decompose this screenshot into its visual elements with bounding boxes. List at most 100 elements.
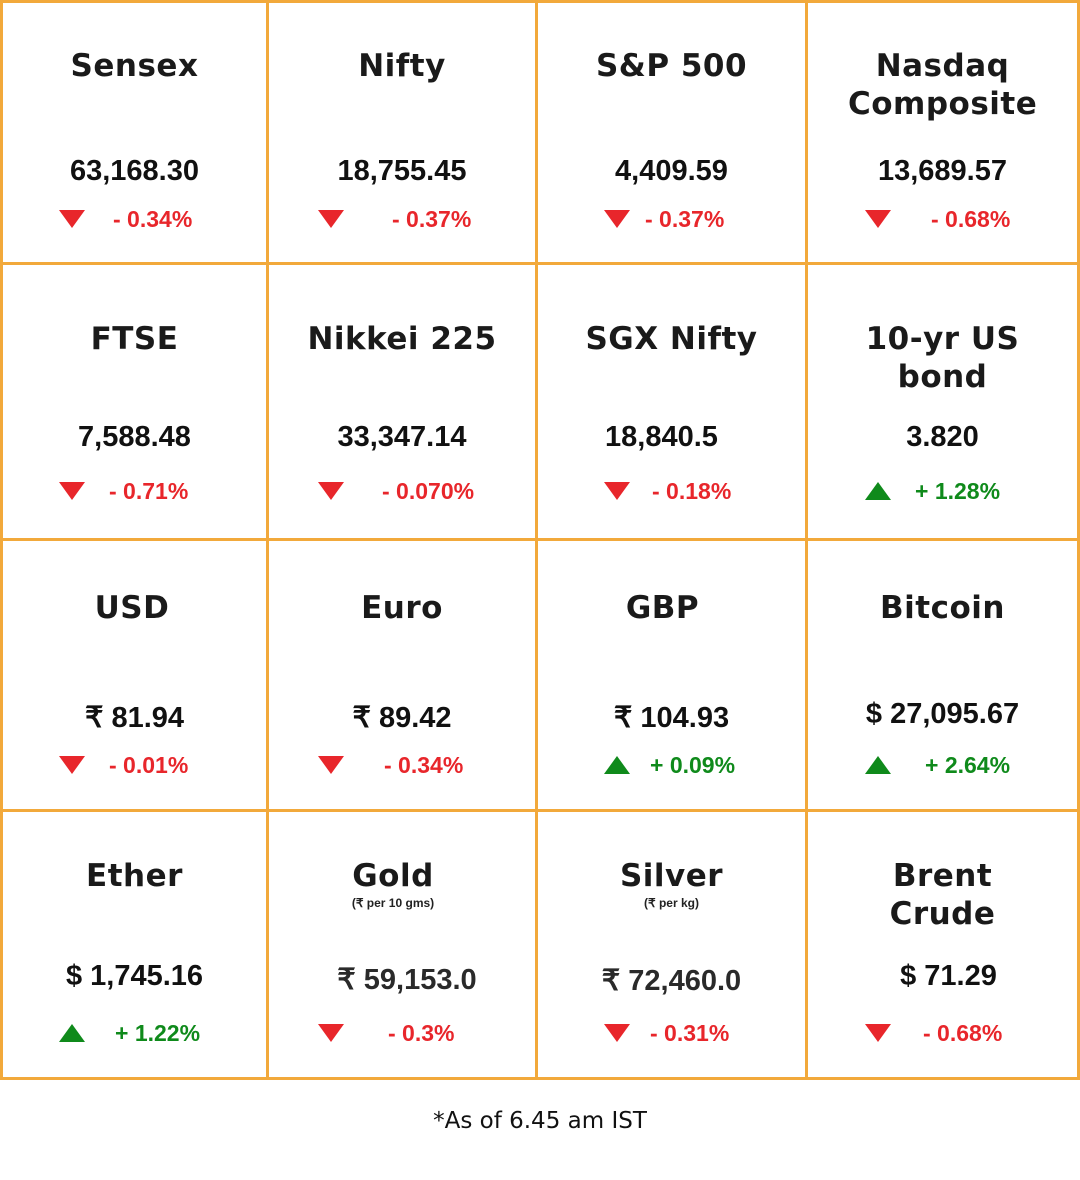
- market-change: + 0.09%: [650, 751, 736, 778]
- change-row: - 0.37%: [604, 204, 805, 234]
- market-change: - 0.71%: [109, 477, 189, 504]
- market-name: USD: [94, 590, 170, 626]
- market-name: Nasdaq Composite: [848, 48, 1038, 122]
- market-value: 63,168.30: [69, 155, 199, 187]
- down-arrow-icon: [865, 210, 891, 228]
- market-value: $ 71.29: [900, 960, 997, 992]
- market-cell-bitcoin: Bitcoin $ 27,095.67 + 2.64%: [808, 541, 1077, 812]
- market-cell-nifty: Nifty 18,755.45 - 0.37%: [269, 3, 538, 265]
- market-cell-ftse: FTSE 7,588.48 - 0.71%: [3, 265, 269, 541]
- market-change: - 0.01%: [109, 751, 189, 778]
- market-value: ₹ 72,460.0: [601, 965, 742, 997]
- market-value: ₹ 59,153.0: [337, 964, 477, 996]
- change-row: + 2.64%: [865, 750, 1077, 780]
- change-row: - 0.18%: [604, 476, 805, 506]
- down-arrow-icon: [604, 1024, 630, 1042]
- market-name: Silver: [619, 858, 724, 894]
- market-name: Euro: [361, 590, 443, 626]
- market-change: - 0.31%: [650, 1019, 730, 1046]
- up-arrow-icon: [59, 1024, 85, 1042]
- down-arrow-icon: [318, 1024, 344, 1042]
- market-name: Ether: [86, 858, 183, 894]
- market-cell-nikkei: Nikkei 225 33,347.14 - 0.070%: [269, 265, 538, 541]
- market-change: - 0.070%: [382, 477, 475, 504]
- market-change: + 1.22%: [115, 1019, 201, 1046]
- change-row: - 0.01%: [59, 750, 266, 780]
- market-name: FTSE: [90, 321, 179, 357]
- up-arrow-icon: [865, 756, 891, 774]
- market-value: ₹ 89.42: [352, 702, 452, 734]
- market-cell-euro: Euro ₹ 89.42 - 0.34%: [269, 541, 538, 812]
- market-cell-silver: Silver (₹ per kg) ₹ 72,460.0 - 0.31%: [538, 812, 808, 1077]
- market-value: $ 27,095.67: [865, 698, 1020, 730]
- market-name: Brent Crude: [889, 858, 996, 932]
- market-name: 10-yr US bond: [865, 321, 1020, 395]
- market-grid: Sensex 63,168.30 - 0.34% Nifty 18,755.45…: [0, 0, 1080, 1080]
- down-arrow-icon: [604, 482, 630, 500]
- change-row: + 1.28%: [865, 476, 1077, 506]
- down-arrow-icon: [59, 756, 85, 774]
- up-arrow-icon: [604, 756, 630, 774]
- market-cell-sp500: S&P 500 4,409.59 - 0.37%: [538, 3, 808, 265]
- market-unit: (₹ per 10 gms): [351, 896, 435, 910]
- market-cell-gbp: GBP ₹ 104.93 + 0.09%: [538, 541, 808, 812]
- down-arrow-icon: [59, 210, 85, 228]
- market-value: 13,689.57: [877, 155, 1007, 187]
- market-cell-sensex: Sensex 63,168.30 - 0.34%: [3, 3, 269, 265]
- change-row: - 0.3%: [318, 1018, 535, 1048]
- market-change: - 0.37%: [645, 205, 725, 232]
- market-unit: (₹ per kg): [644, 896, 699, 910]
- market-cell-gold: Gold (₹ per 10 gms) ₹ 59,153.0 - 0.3%: [269, 812, 538, 1077]
- market-name: Sensex: [70, 48, 199, 84]
- market-value: ₹ 81.94: [84, 702, 185, 734]
- market-value: ₹ 104.93: [613, 702, 730, 734]
- market-name: SGX Nifty: [585, 321, 758, 357]
- market-change: - 0.3%: [388, 1019, 455, 1046]
- market-cell-nasdaq: Nasdaq Composite 13,689.57 - 0.68%: [808, 3, 1077, 265]
- market-change: - 0.37%: [392, 205, 472, 232]
- change-row: - 0.34%: [318, 750, 535, 780]
- market-name: S&P 500: [595, 48, 748, 84]
- market-name: GBP: [625, 590, 700, 626]
- timestamp-footnote: *As of 6.45 am IST: [433, 1108, 647, 1134]
- down-arrow-icon: [318, 482, 344, 500]
- market-cell-usd: USD ₹ 81.94 - 0.01%: [3, 541, 269, 812]
- down-arrow-icon: [865, 1024, 891, 1042]
- market-value: 4,409.59: [615, 155, 728, 187]
- market-cell-sgx-nifty: SGX Nifty 18,840.5 - 0.18%: [538, 265, 808, 541]
- market-value: 3.820: [906, 421, 979, 453]
- change-row: - 0.34%: [59, 204, 266, 234]
- market-change: - 0.34%: [113, 205, 193, 232]
- market-change: + 2.64%: [925, 751, 1011, 778]
- market-value: 33,347.14: [337, 421, 467, 453]
- down-arrow-icon: [604, 210, 630, 228]
- market-value: 7,588.48: [78, 421, 191, 453]
- market-change: + 1.28%: [915, 477, 1001, 504]
- down-arrow-icon: [318, 756, 344, 774]
- change-row: - 0.31%: [604, 1018, 805, 1048]
- market-change: - 0.68%: [931, 205, 1011, 232]
- market-change: - 0.34%: [384, 751, 464, 778]
- market-name: Nikkei 225: [307, 321, 497, 357]
- change-row: - 0.68%: [865, 1018, 1077, 1048]
- down-arrow-icon: [318, 210, 344, 228]
- market-name: Gold: [352, 858, 434, 894]
- up-arrow-icon: [865, 482, 891, 500]
- market-cell-ether: Ether $ 1,745.16 + 1.22%: [3, 812, 269, 1077]
- change-row: + 0.09%: [604, 750, 805, 780]
- market-value: 18,755.45: [337, 155, 467, 187]
- market-value: $ 1,745.16: [65, 960, 204, 992]
- change-row: - 0.070%: [318, 476, 535, 506]
- change-row: + 1.22%: [59, 1018, 266, 1048]
- market-name: Nifty: [358, 48, 446, 84]
- market-change: - 0.18%: [652, 477, 732, 504]
- market-cell-brent: Brent Crude $ 71.29 - 0.68%: [808, 812, 1077, 1077]
- down-arrow-icon: [59, 482, 85, 500]
- change-row: - 0.68%: [865, 204, 1077, 234]
- market-cell-us-bond: 10-yr US bond 3.820 + 1.28%: [808, 265, 1077, 541]
- market-value: 18,840.5: [605, 421, 718, 453]
- market-name: Bitcoin: [880, 590, 1005, 626]
- change-row: - 0.37%: [318, 204, 535, 234]
- market-change: - 0.68%: [923, 1019, 1003, 1046]
- change-row: - 0.71%: [59, 476, 266, 506]
